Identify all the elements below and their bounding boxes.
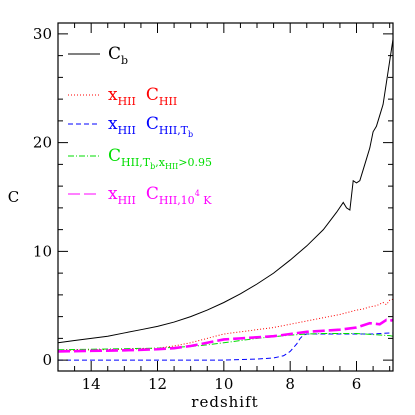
plot-frame <box>57 22 394 372</box>
series-line-0 <box>58 39 393 344</box>
y-tick-label: 0 <box>42 351 52 369</box>
x-tick-label: 8 <box>285 375 295 393</box>
legend-label-xhii-chii: xHII CHII <box>108 85 177 108</box>
y-tick-label: 20 <box>33 134 52 152</box>
series-line-2 <box>58 332 393 361</box>
legend: Cb xHII CHII xHII CHII,Tb CHII,Tb,xHII>0.9… <box>68 44 212 207</box>
x-tick-label: 12 <box>148 375 167 393</box>
series-line-1 <box>58 298 393 351</box>
series-layer <box>58 39 393 361</box>
x-tick-label: 6 <box>352 375 362 393</box>
legend-label-xhii-chii-tb: xHII CHII,Tb <box>108 114 193 139</box>
legend-label-cb: Cb <box>108 44 128 67</box>
series-line-4 <box>58 318 393 353</box>
y-axis-label: C <box>8 188 20 206</box>
x-tick-label: 10 <box>214 375 233 393</box>
y-tick-label: 10 <box>33 242 52 260</box>
x-axis-label: redshift <box>191 393 258 411</box>
ticks-layer: 14 12 10 8 6 0 10 20 30 <box>33 23 393 393</box>
legend-label-xhii-chii-1e4k: xHII CHII,104 K <box>108 184 212 207</box>
series-line-3 <box>58 332 393 351</box>
legend-label-chii-tb-xhii: CHII,Tb,xHII>0.95 <box>108 146 212 171</box>
y-tick-label: 30 <box>33 25 52 43</box>
x-tick-label: 14 <box>82 375 101 393</box>
